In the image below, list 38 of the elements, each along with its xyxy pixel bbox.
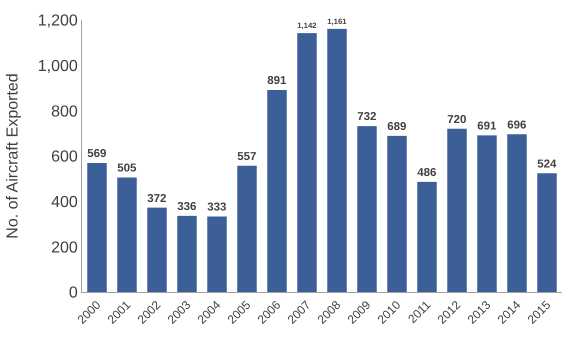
bar xyxy=(117,178,137,292)
bar xyxy=(477,135,497,292)
data-label: 689 xyxy=(387,120,406,133)
y-axis-title: No. of Aircraft Exported xyxy=(4,73,22,239)
data-label: 696 xyxy=(507,119,526,132)
data-label: 891 xyxy=(267,75,288,88)
bar xyxy=(357,126,377,292)
bar xyxy=(87,163,107,292)
bar xyxy=(147,208,167,292)
data-label: 333 xyxy=(207,202,226,214)
bar xyxy=(207,216,227,292)
bar xyxy=(327,28,347,292)
bar xyxy=(177,216,197,292)
data-label: 720 xyxy=(447,114,466,126)
y-tick-label: 0 xyxy=(68,284,78,302)
bar xyxy=(447,128,467,292)
data-label: 691 xyxy=(477,120,498,132)
bar xyxy=(237,166,257,292)
data-label: 569 xyxy=(87,148,106,160)
y-tick-label: 1,200 xyxy=(38,12,78,30)
y-tick-label: 400 xyxy=(51,194,78,211)
y-tick-label: 800 xyxy=(51,103,78,120)
y-tick-label: 200 xyxy=(51,239,78,256)
bar xyxy=(267,90,287,292)
y-tick-label: 1,000 xyxy=(38,58,78,75)
bar xyxy=(537,173,557,292)
data-label: 732 xyxy=(357,111,376,124)
bar xyxy=(297,33,317,292)
bar xyxy=(417,182,437,292)
data-label: 524 xyxy=(537,158,558,170)
y-tick-label: 600 xyxy=(51,148,78,166)
bar xyxy=(507,134,527,292)
data-label: 557 xyxy=(237,150,256,163)
data-label: 505 xyxy=(117,162,138,175)
data-label: 336 xyxy=(177,200,196,213)
data-label: 372 xyxy=(147,192,166,205)
bar xyxy=(387,136,407,292)
data-label: 486 xyxy=(417,166,436,179)
